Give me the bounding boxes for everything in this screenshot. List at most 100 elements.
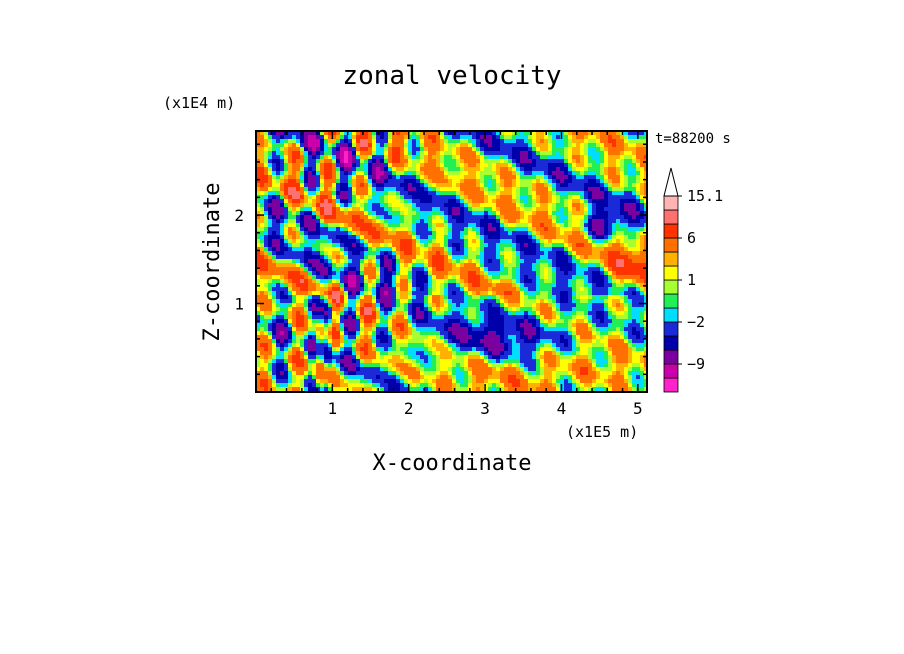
field-cell (364, 171, 368, 175)
field-cell (488, 323, 492, 327)
field-cell (364, 175, 368, 179)
field-cell (440, 163, 444, 167)
field-cell (356, 131, 360, 135)
field-cell (524, 307, 528, 311)
field-cell (276, 367, 280, 371)
field-cell (340, 371, 344, 375)
field-cell (276, 371, 280, 375)
field-cell (524, 263, 528, 267)
field-cell (300, 239, 304, 243)
field-cell (524, 251, 528, 255)
field-cell (556, 259, 560, 263)
field-cell (548, 339, 552, 343)
field-cell (436, 275, 440, 279)
field-cell (256, 247, 260, 251)
field-cell (516, 299, 520, 303)
field-cell (444, 179, 448, 183)
field-cell (336, 299, 340, 303)
field-cell (500, 259, 504, 263)
field-cell (316, 323, 320, 327)
field-cell (440, 259, 444, 263)
field-cell (488, 279, 492, 283)
field-cell (408, 211, 412, 215)
field-cell (332, 183, 336, 187)
field-cell (476, 343, 480, 347)
field-cell (276, 203, 280, 207)
field-cell (508, 387, 512, 391)
field-cell (276, 279, 280, 283)
field-cell (460, 383, 464, 387)
field-cell (388, 295, 392, 299)
field-cell (364, 151, 368, 155)
field-cell (404, 295, 408, 299)
field-cell (540, 383, 544, 387)
field-cell (496, 259, 500, 263)
field-cell (368, 315, 372, 319)
field-cell (396, 143, 400, 147)
field-cell (280, 159, 284, 163)
field-cell (256, 359, 260, 363)
field-cell (328, 319, 332, 323)
field-cell (304, 151, 308, 155)
field-cell (468, 227, 472, 231)
field-cell (308, 191, 312, 195)
field-cell (320, 139, 324, 143)
field-cell (372, 171, 376, 175)
field-cell (292, 143, 296, 147)
field-cell (460, 199, 464, 203)
field-cell (448, 179, 452, 183)
field-cell (488, 347, 492, 351)
field-cell (312, 215, 316, 219)
field-cell (440, 211, 444, 215)
field-cell (296, 151, 300, 155)
field-cell (320, 131, 324, 135)
field-cell (400, 195, 404, 199)
field-cell (320, 307, 324, 311)
field-cell (292, 375, 296, 379)
field-cell (304, 247, 308, 251)
field-cell (328, 383, 332, 387)
field-cell (524, 147, 528, 151)
field-cell (344, 363, 348, 367)
field-cell (432, 207, 436, 211)
field-cell (412, 351, 416, 355)
field-cell (340, 347, 344, 351)
field-cell (488, 219, 492, 223)
field-cell (472, 239, 476, 243)
field-cell (464, 135, 468, 139)
field-cell (396, 299, 400, 303)
field-cell (436, 343, 440, 347)
field-cell (316, 175, 320, 179)
field-cell (444, 139, 448, 143)
field-cell (552, 239, 556, 243)
field-cell (448, 207, 452, 211)
field-cell (372, 267, 376, 271)
field-cell (432, 167, 436, 171)
field-cell (344, 355, 348, 359)
field-cell (352, 135, 356, 139)
field-cell (384, 335, 388, 339)
field-cell (540, 223, 544, 227)
field-cell (364, 239, 368, 243)
field-cell (540, 283, 544, 287)
field-cell (484, 199, 488, 203)
field-cell (376, 195, 380, 199)
field-cell (476, 239, 480, 243)
field-cell (452, 231, 456, 235)
field-cell (412, 207, 416, 211)
field-cell (304, 283, 308, 287)
field-cell (316, 299, 320, 303)
field-cell (280, 275, 284, 279)
field-cell (428, 319, 432, 323)
field-cell (312, 147, 316, 151)
field-cell (296, 303, 300, 307)
field-cell (324, 283, 328, 287)
field-cell (472, 179, 476, 183)
field-cell (476, 159, 480, 163)
field-cell (400, 239, 404, 243)
field-cell (440, 239, 444, 243)
field-cell (368, 175, 372, 179)
field-cell (444, 203, 448, 207)
field-cell (544, 139, 548, 143)
field-cell (432, 303, 436, 307)
